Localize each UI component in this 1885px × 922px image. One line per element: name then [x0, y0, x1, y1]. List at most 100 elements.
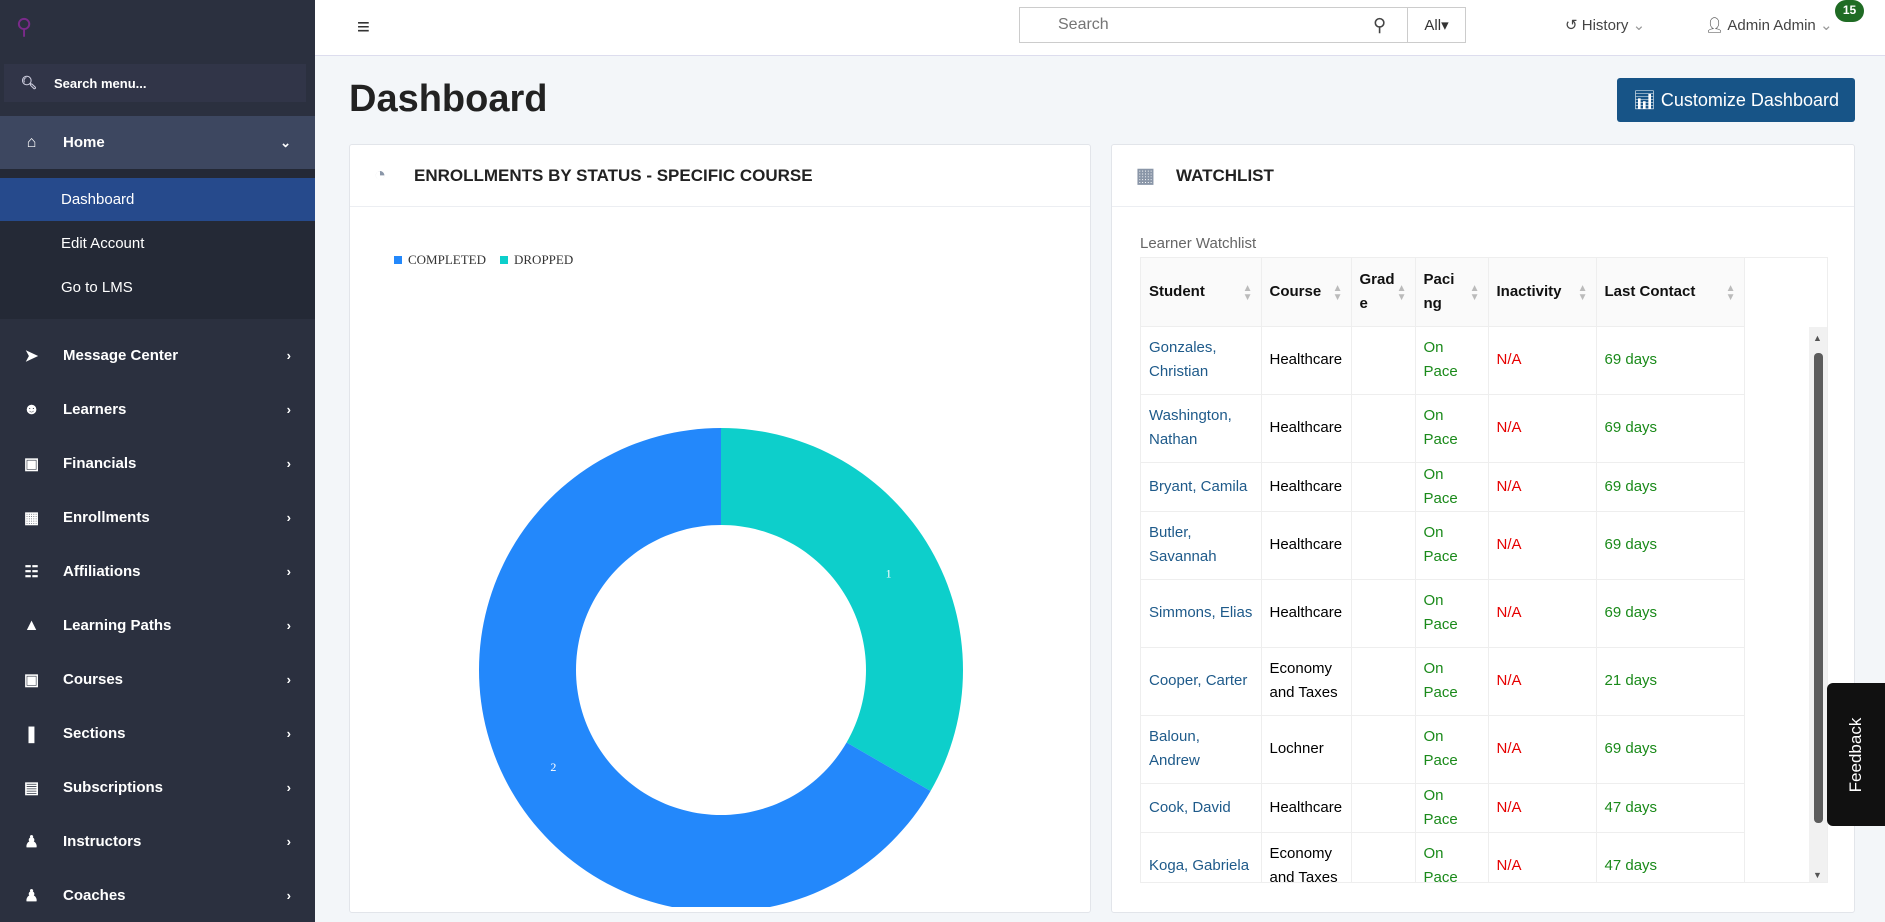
scope-label: All [1424, 16, 1442, 34]
sidebar-item-affiliations[interactable]: ☷ Affiliations › [0, 545, 315, 598]
student-link[interactable]: Washington, Nathan [1141, 394, 1262, 463]
sort-icon[interactable]: ▲ ▼ [1469, 283, 1480, 303]
table-cell: 69 days [1596, 579, 1745, 648]
sort-icon[interactable]: ▲ ▼ [1242, 283, 1253, 303]
sidebar-item-label: Learners [63, 401, 127, 418]
sort-icon[interactable]: ▲ ▼ [1725, 283, 1736, 303]
table-cell: Economy and Taxes [1261, 832, 1352, 882]
slice-completed[interactable] [479, 428, 931, 907]
table-cell: On Pace [1415, 462, 1489, 512]
sort-icon[interactable]: ▲ ▼ [1332, 283, 1343, 303]
watchlist-panel: ▦ WATCHLIST Learner Watchlist Student ▲ ▼ Co… [1111, 144, 1855, 913]
user-menu[interactable]: 👤︎ Admin Admin ⌄ [1705, 16, 1833, 34]
panel-title: WATCHLIST [1176, 165, 1274, 185]
history-menu[interactable]: ↺ History ⌄ [1565, 16, 1645, 34]
chevron-down-icon: ⌄ [1632, 17, 1646, 34]
logo-icon[interactable]: ⚲ [16, 14, 33, 39]
instructor-icon: ♟ [24, 833, 39, 851]
chevron-right-icon: › [286, 834, 291, 849]
sidebar-item-label: Message Center [63, 347, 179, 364]
table-row: Koga, Gabriela Economy and Taxes On Pace N/… [1141, 832, 1745, 882]
sidebar-item-coaches[interactable]: ♟ Coaches › [0, 869, 315, 922]
student-link[interactable]: Cook, David [1141, 783, 1262, 833]
page-title: Dashboard [349, 78, 548, 120]
sidebar-item-label: Financials [63, 455, 137, 472]
table-cell: N/A [1488, 326, 1597, 395]
menu-search-placeholder: Search menu... [54, 75, 147, 91]
student-link[interactable]: Simmons, Elias [1141, 579, 1262, 648]
bar-chart-icon: 📊︎ [1633, 89, 1656, 110]
sidebar-item-label: Sections [63, 725, 126, 742]
table-row: Cook, David Healthcare On Pace N/A 47 days [1141, 783, 1745, 833]
chevron-right-icon: › [286, 510, 291, 525]
sidebar-item-instructors[interactable]: ♟ Instructors › [0, 815, 315, 868]
sidebar-item-sections[interactable]: ❚ Sections › [0, 707, 315, 760]
sidebar-item-label: Learning Paths [63, 617, 172, 634]
student-link[interactable]: Gonzales, Christian [1141, 326, 1262, 395]
student-link[interactable]: Baloun, Andrew [1141, 715, 1262, 784]
chevron-right-icon: › [286, 564, 291, 579]
sidebar-item-learning-paths[interactable]: ▲ Learning Paths › [0, 599, 315, 652]
data-label: 2 [550, 760, 556, 774]
column-header[interactable]: Inactivity ▲ ▼ [1488, 258, 1597, 327]
table-cell: 69 days [1596, 394, 1745, 463]
table-cell: 47 days [1596, 783, 1745, 833]
paper-plane-icon: ➤ [24, 347, 39, 365]
menu-search[interactable]: 🔍︎ Search menu... [4, 64, 306, 102]
table-cell: Healthcare [1261, 511, 1352, 580]
column-header[interactable]: Pacing ▲ ▼ [1415, 258, 1489, 327]
legend-completed[interactable]: COMPLETED [394, 252, 486, 268]
graduation-cap-icon: ▲ [23, 616, 40, 634]
slice-dropped[interactable] [721, 428, 963, 791]
student-link[interactable]: Bryant, Camila [1141, 462, 1262, 512]
sidebar-item-financials[interactable]: ▣ Financials › [0, 437, 315, 490]
table-cell: On Pace [1415, 326, 1489, 395]
student-link[interactable]: Koga, Gabriela [1141, 832, 1262, 882]
sidebar-item-enrollments[interactable]: ▦ Enrollments › [0, 491, 315, 544]
table-row: Washington, Nathan Healthcare On Pace N/A 69… [1141, 394, 1745, 463]
hamburger-menu-icon[interactable]: ≡ [357, 14, 370, 39]
home-icon: ⌂ [26, 133, 37, 151]
table-cell: 69 days [1596, 462, 1745, 512]
table-cell [1351, 394, 1416, 463]
column-header[interactable]: Last Contact ▲ ▼ [1596, 258, 1745, 327]
newspaper-icon: ▤ [23, 779, 40, 797]
submenu-edit-account[interactable]: Edit Account [61, 235, 145, 252]
chevron-right-icon: › [286, 618, 291, 633]
sidebar-item-learners[interactable]: ☻ Learners › [0, 383, 315, 436]
sort-icon[interactable]: ▲ ▼ [1577, 283, 1588, 303]
student-link[interactable]: Butler, Savannah [1141, 511, 1262, 580]
users-icon: ☻ [23, 400, 40, 418]
coach-icon: ♟ [24, 887, 39, 905]
column-header[interactable]: Student ▲ ▼ [1141, 258, 1262, 327]
sort-icon[interactable]: ▲ ▼ [1396, 283, 1407, 303]
submenu-go-to-lms[interactable]: Go to LMS [61, 279, 133, 296]
sidebar-item-label: Subscriptions [63, 779, 164, 796]
sidebar-item-message-center[interactable]: ➤ Message Center › [0, 329, 315, 382]
student-link[interactable]: Cooper, Carter [1141, 647, 1262, 716]
chart-legend: COMPLETED DROPPED [394, 252, 573, 268]
table-scrollbar[interactable]: ▲ ▼ [1809, 327, 1827, 882]
customize-dashboard-button[interactable]: 📊︎ Customize Dashboard [1617, 78, 1855, 122]
table-row: Cooper, Carter Economy and Taxes On Pace N/… [1141, 647, 1745, 716]
search-icon: 🔍︎ [20, 75, 38, 90]
column-header[interactable]: Grade ▲ ▼ [1351, 258, 1416, 327]
sidebar-item-subscriptions[interactable]: ▤ Subscriptions › [0, 761, 315, 814]
column-header[interactable]: Course ▲ ▼ [1261, 258, 1352, 327]
table-cell: Healthcare [1261, 462, 1352, 512]
customize-label: Customize Dashboard [1660, 89, 1839, 110]
submenu-dashboard[interactable]: Dashboard [0, 178, 315, 221]
table-row: Simmons, Elias Healthcare On Pace N/A 69 day… [1141, 579, 1745, 648]
search-icon[interactable]: ⚲ [1373, 14, 1387, 35]
sidebar-item-courses[interactable]: ▣ Courses › [0, 653, 315, 706]
chevron-right-icon: › [286, 780, 291, 795]
table-cell: On Pace [1415, 715, 1489, 784]
search-input[interactable] [1020, 16, 1373, 34]
legend-dropped[interactable]: DROPPED [500, 252, 573, 268]
book-icon: ▣ [23, 671, 40, 689]
table-cell: 21 days [1596, 647, 1745, 716]
feedback-tab[interactable]: Feedback [1827, 683, 1885, 826]
search-scope-dropdown[interactable]: All ▾ [1407, 8, 1465, 42]
notification-badge[interactable]: 15 [1835, 0, 1864, 22]
sidebar-item-home[interactable]: ⌂ Home ⌄ [0, 116, 315, 169]
